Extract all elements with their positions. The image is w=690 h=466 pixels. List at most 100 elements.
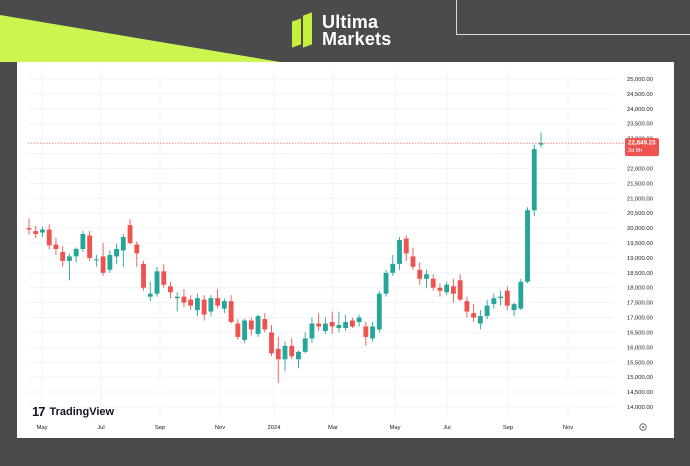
candle — [66, 253, 72, 281]
candle — [174, 292, 180, 312]
y-tick-label: 17,500.00 — [627, 301, 653, 307]
candle-body — [275, 348, 281, 360]
x-tick-label: Sep — [155, 425, 165, 431]
y-tick-label: 15,500.00 — [627, 360, 653, 366]
candle-body — [531, 149, 537, 211]
candle-body — [93, 259, 99, 261]
candle — [26, 218, 32, 235]
candle — [444, 281, 450, 296]
price-tag-countdown: 2d 8h — [628, 148, 642, 154]
candle-body — [60, 251, 66, 261]
candle-body — [349, 320, 355, 327]
candle-body — [66, 256, 72, 261]
price-tag-value: 22,849.23 — [628, 140, 656, 147]
candle-body — [437, 287, 443, 291]
candle-body — [255, 316, 261, 334]
candle-body — [100, 256, 106, 273]
candle — [531, 144, 537, 217]
candle — [376, 290, 382, 333]
candle — [491, 293, 497, 309]
candle — [114, 243, 120, 264]
candle-body — [498, 296, 504, 299]
y-tick-label: 15,000.00 — [627, 375, 653, 381]
candle-body — [168, 286, 173, 293]
candle-body — [383, 272, 389, 294]
candle-body — [208, 298, 214, 312]
candle — [275, 336, 281, 384]
candle-body — [262, 319, 268, 330]
candle-body — [194, 298, 200, 311]
brand-name: Ultima Markets — [322, 13, 391, 48]
candle-body — [471, 313, 477, 318]
candle — [188, 295, 194, 311]
y-tick-label: 21,000.00 — [627, 196, 653, 202]
candle — [242, 319, 248, 343]
y-tick-label: 25,000.00 — [627, 77, 653, 83]
candle-body — [235, 323, 241, 337]
candle-body — [397, 240, 402, 264]
y-tick-label: 17,000.00 — [627, 316, 653, 322]
candle — [356, 314, 362, 327]
candle-body — [450, 286, 456, 294]
x-tick-label: 2024 — [268, 425, 282, 431]
x-tick-label: Nov — [563, 425, 573, 431]
candle-body — [538, 143, 544, 145]
candle-body — [248, 320, 254, 330]
tradingview-logo-icon: 17 — [32, 404, 46, 419]
candle — [302, 332, 308, 354]
price-tag: 22,849.23 2d 8h — [625, 138, 659, 157]
candle — [296, 350, 301, 369]
candle-body — [370, 326, 376, 339]
candle-body — [221, 301, 227, 309]
candle — [518, 278, 524, 311]
candle — [343, 314, 349, 331]
y-tick-label: 18,000.00 — [627, 286, 653, 292]
candle — [154, 266, 160, 297]
candle-body — [107, 254, 113, 270]
candle-body — [188, 299, 194, 306]
candle — [511, 302, 517, 317]
candle — [221, 298, 227, 314]
candle-body — [464, 301, 470, 312]
candle — [141, 260, 146, 291]
candle-body — [282, 345, 288, 360]
x-axis-labels: May Jul Sep Nov 2024 Mar May Jul Sep Nov — [37, 425, 574, 431]
candle-body — [477, 316, 483, 324]
candle — [134, 241, 140, 267]
x-tick-label: Jul — [443, 425, 450, 431]
y-tick-label: 16,500.00 — [627, 330, 653, 336]
candle-body — [376, 293, 382, 330]
y-tick-label: 16,000.00 — [627, 345, 653, 351]
candle-body — [26, 228, 32, 230]
candle-body — [127, 225, 133, 243]
candle-body — [484, 305, 490, 317]
candle-body — [390, 263, 396, 273]
brand-logo: Ultima Markets — [292, 12, 391, 48]
candle-body — [242, 320, 248, 340]
candle — [93, 254, 99, 267]
candle-body — [174, 296, 180, 299]
candle — [370, 322, 376, 342]
candle — [450, 278, 456, 303]
candle — [60, 245, 66, 267]
candle-body — [296, 351, 301, 360]
candle-body — [410, 256, 416, 267]
candle-body — [161, 271, 167, 285]
candle — [201, 295, 207, 321]
x-tick-label: May — [390, 425, 401, 431]
candle-body — [87, 235, 93, 258]
x-tick-label: Sep — [503, 425, 513, 431]
candle — [464, 296, 470, 318]
candle — [525, 207, 530, 284]
candle — [309, 317, 315, 343]
candle — [390, 254, 396, 276]
candle-body — [201, 299, 207, 315]
y-tick-label: 24,000.00 — [627, 107, 653, 113]
candle — [194, 293, 200, 317]
y-tick-label: 18,500.00 — [627, 271, 653, 277]
y-tick-label: 24,500.00 — [627, 92, 653, 98]
candle-body — [33, 231, 39, 235]
settings-gear-icon[interactable] — [639, 423, 647, 431]
chart-panel — [17, 62, 674, 438]
